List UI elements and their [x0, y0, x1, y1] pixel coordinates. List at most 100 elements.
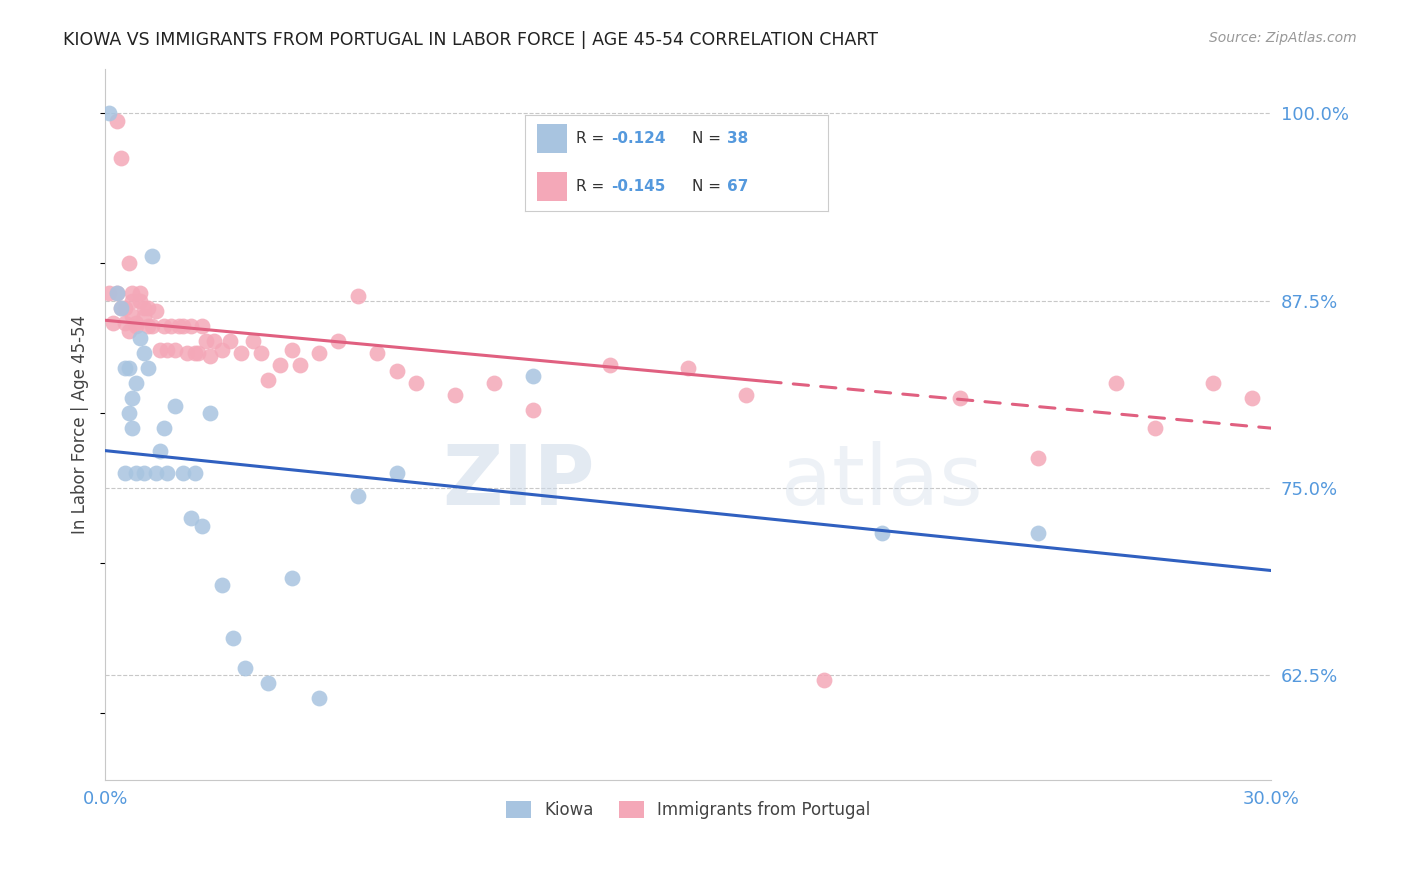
Point: [121, 391, 143, 405]
Point: [1202, 376, 1225, 391]
Text: KIOWA VS IMMIGRANTS FROM PORTUGAL IN LABOR FORCE | AGE 45-54 CORRELATION CHART: KIOWA VS IMMIGRANTS FROM PORTUGAL IN LAB…: [63, 31, 879, 49]
Point: [1026, 451, 1049, 466]
Point: [98, 286, 121, 301]
Point: [160, 319, 183, 334]
Point: [202, 334, 225, 349]
Point: [129, 293, 152, 308]
Point: [141, 249, 163, 263]
Point: [405, 376, 427, 391]
Point: [145, 304, 167, 318]
Point: [117, 406, 139, 420]
Point: [121, 286, 143, 301]
Point: [872, 526, 894, 541]
Point: [172, 466, 194, 480]
Point: [183, 346, 205, 360]
Point: [125, 466, 148, 480]
Point: [132, 309, 155, 323]
Point: [1026, 526, 1049, 541]
Point: [198, 406, 221, 420]
Point: [183, 466, 205, 480]
Point: [218, 334, 240, 349]
Point: [149, 343, 172, 358]
Point: [308, 346, 330, 360]
Point: [156, 466, 179, 480]
Point: [145, 466, 167, 480]
Y-axis label: In Labor Force | Age 45-54: In Labor Force | Age 45-54: [72, 315, 89, 534]
Point: [346, 289, 368, 303]
Point: [172, 319, 194, 334]
Point: [110, 301, 132, 316]
Point: [114, 301, 136, 316]
Point: [195, 334, 218, 349]
Point: [114, 361, 136, 376]
Point: [117, 256, 139, 270]
Point: [136, 319, 159, 334]
Point: [136, 301, 159, 316]
Point: [180, 319, 202, 334]
Point: [444, 388, 467, 402]
Point: [288, 358, 311, 372]
Point: [132, 301, 155, 316]
Point: [249, 346, 271, 360]
Point: [233, 661, 256, 675]
Point: [110, 152, 132, 166]
Point: [308, 690, 330, 705]
Point: [676, 361, 699, 376]
Point: [117, 361, 139, 376]
Point: [132, 346, 155, 360]
Point: [231, 346, 253, 360]
Point: [257, 676, 280, 690]
Text: Source: ZipAtlas.com: Source: ZipAtlas.com: [1209, 31, 1357, 45]
Point: [187, 346, 209, 360]
Point: [191, 518, 214, 533]
Point: [165, 399, 187, 413]
Point: [813, 673, 835, 687]
Point: [269, 358, 291, 372]
Point: [366, 346, 388, 360]
Point: [949, 391, 972, 405]
Point: [105, 114, 128, 128]
Point: [152, 319, 174, 334]
Point: [328, 334, 350, 349]
Point: [125, 376, 148, 391]
Point: [105, 286, 128, 301]
Point: [281, 571, 304, 585]
Point: [149, 443, 172, 458]
Point: [156, 343, 179, 358]
Point: [121, 309, 143, 323]
Point: [132, 466, 155, 480]
Point: [129, 286, 152, 301]
Legend: Kiowa, Immigrants from Portugal: Kiowa, Immigrants from Portugal: [499, 794, 877, 825]
Point: [121, 421, 143, 435]
Point: [105, 286, 128, 301]
Point: [114, 466, 136, 480]
Point: [129, 331, 152, 345]
Point: [735, 388, 758, 402]
Point: [98, 106, 121, 120]
Point: [385, 466, 408, 480]
Point: [211, 343, 233, 358]
Point: [281, 343, 304, 358]
Point: [114, 316, 136, 330]
Point: [257, 373, 280, 387]
Text: atlas: atlas: [782, 441, 983, 522]
Point: [152, 421, 174, 435]
Point: [599, 358, 621, 372]
Point: [125, 316, 148, 330]
Point: [1240, 391, 1263, 405]
Point: [121, 293, 143, 308]
Point: [522, 368, 544, 383]
Point: [180, 511, 202, 525]
Point: [165, 343, 187, 358]
Point: [198, 349, 221, 363]
Point: [176, 346, 198, 360]
Point: [110, 301, 132, 316]
Point: [211, 578, 233, 592]
Point: [385, 364, 408, 378]
Point: [242, 334, 264, 349]
Point: [125, 319, 148, 334]
Point: [482, 376, 505, 391]
Point: [1104, 376, 1126, 391]
Point: [222, 631, 245, 645]
Point: [191, 319, 214, 334]
